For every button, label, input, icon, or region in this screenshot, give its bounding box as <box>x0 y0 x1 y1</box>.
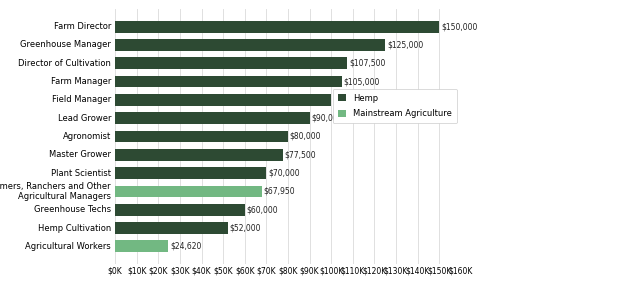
Bar <box>115 167 266 179</box>
Bar <box>115 204 244 216</box>
Bar <box>115 112 310 124</box>
Legend: Hemp, Mainstream Agriculture: Hemp, Mainstream Agriculture <box>333 88 456 123</box>
Bar <box>115 21 439 32</box>
Bar <box>115 222 228 234</box>
Bar <box>115 185 262 197</box>
Text: $90,000: $90,000 <box>311 114 343 123</box>
Text: $70,000: $70,000 <box>268 169 300 178</box>
Text: $77,500: $77,500 <box>284 150 316 159</box>
Bar <box>115 241 168 252</box>
Text: $100,000: $100,000 <box>333 95 369 104</box>
Bar <box>115 130 288 142</box>
Text: $105,000: $105,000 <box>344 77 380 86</box>
Text: $67,950: $67,950 <box>264 187 295 196</box>
Bar <box>115 57 348 69</box>
Text: $24,620: $24,620 <box>170 242 202 251</box>
Text: $125,000: $125,000 <box>387 40 423 50</box>
Bar <box>115 94 332 106</box>
Bar <box>115 76 342 88</box>
Text: $150,000: $150,000 <box>441 22 477 31</box>
Text: $60,000: $60,000 <box>246 205 278 214</box>
Bar <box>115 39 385 51</box>
Bar <box>115 149 283 161</box>
Text: $107,500: $107,500 <box>349 59 385 68</box>
Text: $80,000: $80,000 <box>290 132 321 141</box>
Text: $52,000: $52,000 <box>229 224 260 232</box>
